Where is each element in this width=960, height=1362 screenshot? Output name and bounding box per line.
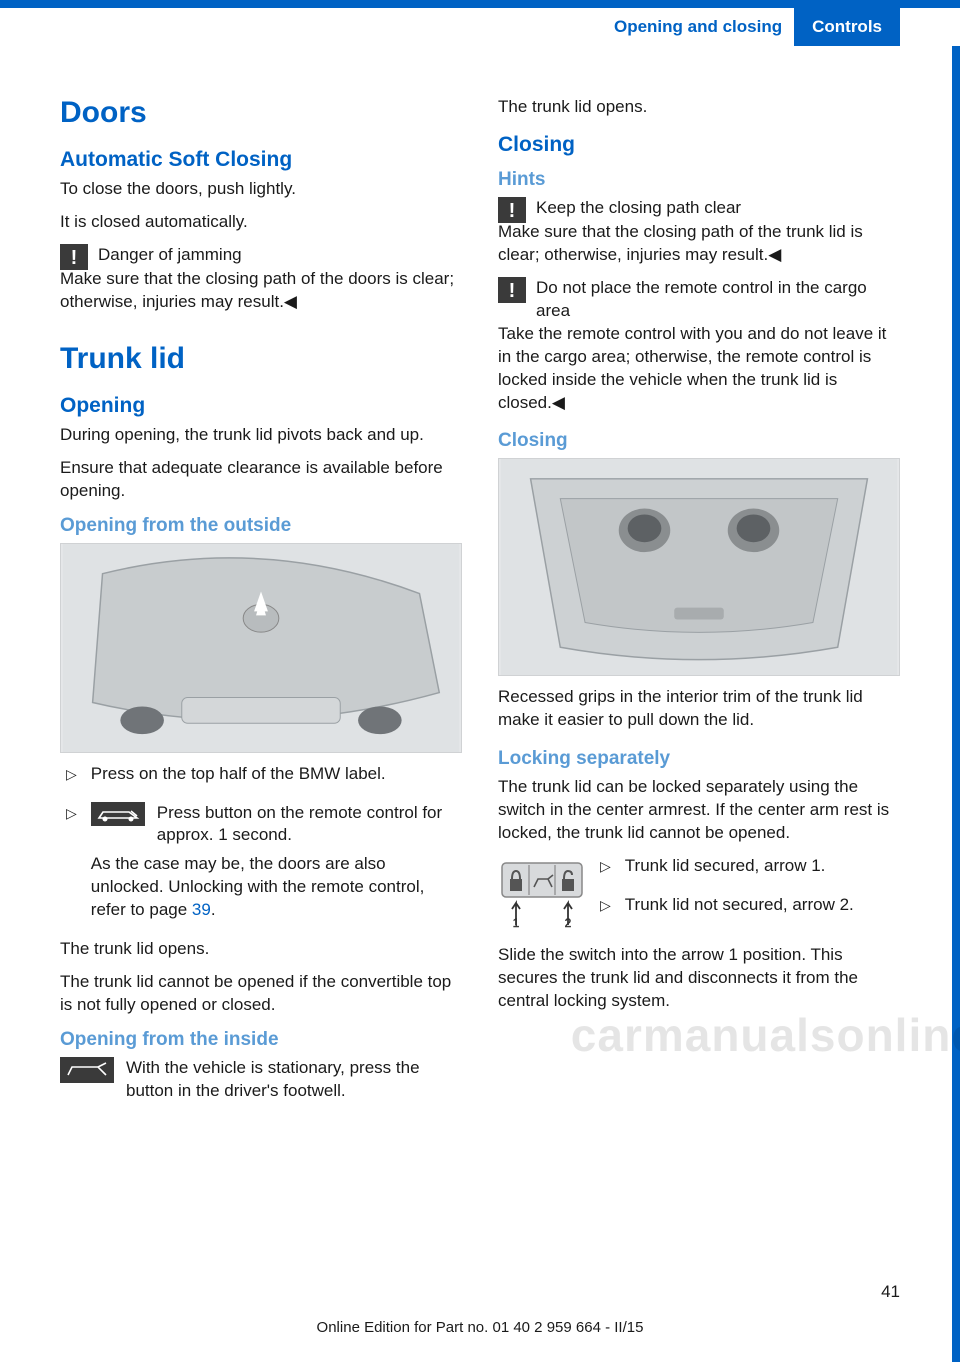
text-closed-auto: It is closed automatically. — [60, 211, 462, 234]
heading-lock-separately: Locking separately — [498, 748, 900, 770]
bullet-press-label: ▷ Press on the top half of the BMW label… — [60, 763, 462, 792]
svg-text:!: ! — [509, 200, 516, 222]
warning-remote-cargo-body: Take the remote control with you and do … — [498, 323, 900, 415]
warning-jamming: ! Danger of jamming — [60, 244, 462, 270]
bullet-remote-sub-text: As the case may be, the doors are also u… — [91, 854, 425, 919]
footer-line: Online Edition for Part no. 01 40 2 959 … — [0, 1319, 960, 1336]
bullet-lock-2: ▷ Trunk lid not secured, arrow 2. — [600, 894, 900, 923]
svg-text:2: 2 — [565, 916, 572, 929]
heading-hints: Hints — [498, 169, 900, 191]
warning-icon: ! — [498, 277, 526, 303]
bullet-marker-icon: ▷ — [600, 855, 611, 877]
top-accent-bar — [0, 0, 960, 8]
svg-text:1: 1 — [513, 916, 520, 929]
bullet-lock-1-text: Trunk lid secured, arrow 1. — [625, 855, 900, 878]
warning-icon: ! — [60, 244, 88, 270]
bullet-marker-icon: ▷ — [66, 802, 77, 824]
bullet-remote-sub: As the case may be, the doors are also u… — [91, 853, 462, 922]
warning-remote-cargo-title: Do not place the remote control in the c… — [536, 277, 900, 323]
text-lock-sep: The trunk lid can be locked separately u… — [498, 776, 900, 845]
open-inside-row: With the vehicle is stationary, press th… — [60, 1057, 462, 1113]
main-content: Doors Automatic Soft Closing To close th… — [0, 46, 960, 1123]
breadcrumb: Opening and closing — [602, 17, 794, 37]
lock-switch-icon: 1 2 — [498, 855, 586, 934]
lock-switch-row: 1 2 ▷ Trunk lid secured, arrow 1. ▷ Trun… — [498, 855, 900, 934]
warning-remote-cargo: ! Do not place the remote control in the… — [498, 277, 900, 325]
warning-icon: ! — [498, 197, 526, 223]
text-pivots: During opening, the trunk lid pivots bac… — [60, 424, 462, 447]
svg-text:!: ! — [71, 247, 78, 269]
text-slide-switch: Slide the switch into the arrow 1 positi… — [498, 944, 900, 1013]
heading-opening: Opening — [60, 394, 462, 418]
page-number: 41 — [881, 1282, 900, 1302]
left-column: Doors Automatic Soft Closing To close th… — [60, 96, 462, 1123]
warning-jamming-title: Danger of jamming — [98, 244, 242, 267]
bullet-marker-icon: ▷ — [600, 894, 611, 916]
heading-closing-2: Closing — [498, 430, 900, 452]
text-clearance: Ensure that adequate clearance is availa… — [60, 457, 462, 503]
page-header: Opening and closing Controls — [0, 8, 960, 46]
warning-jamming-body: Make sure that the closing path of the d… — [60, 268, 462, 314]
bullet-marker-icon: ▷ — [66, 763, 77, 785]
heading-open-inside: Opening from the inside — [60, 1029, 462, 1051]
bullet-lock-1: ▷ Trunk lid secured, arrow 1. — [600, 855, 900, 884]
heading-trunk-lid: Trunk lid — [60, 342, 462, 376]
footwell-button-icon — [60, 1057, 114, 1083]
bullet-remote-text: Press button on the remote control for a… — [157, 802, 462, 848]
heading-closing: Closing — [498, 133, 900, 157]
bullet-remote: ▷ Press button on the remote control for… — [60, 802, 462, 929]
text-lid-opens-left: The trunk lid opens. — [60, 938, 462, 961]
image-trunk-interior — [498, 458, 900, 676]
heading-auto-soft-closing: Automatic Soft Closing — [60, 148, 462, 172]
bullet-remote-sub-end: . — [211, 900, 216, 919]
bullet-press-label-text: Press on the top half of the BMW label. — [91, 763, 462, 786]
warning-closing-path-title: Keep the closing path clear — [536, 197, 741, 220]
text-open-inside: With the vehicle is stationary, press th… — [126, 1057, 462, 1103]
bullet-lock-2-text: Trunk lid not secured, arrow 2. — [625, 894, 900, 917]
right-column: The trunk lid opens. Closing Hints ! Kee… — [498, 96, 900, 1123]
text-lid-opens-right: The trunk lid opens. — [498, 96, 900, 119]
text-grips: Recessed grips in the interior trim of t… — [498, 686, 900, 732]
section-tab: Controls — [794, 8, 900, 46]
text-push-lightly: To close the doors, push lightly. — [60, 178, 462, 201]
image-trunk-exterior — [60, 543, 462, 753]
heading-doors: Doors — [60, 96, 462, 130]
page-link-39[interactable]: 39 — [192, 900, 211, 919]
right-accent-bar — [952, 46, 960, 1362]
heading-open-outside: Opening from the outside — [60, 515, 462, 537]
warning-closing-path-body: Make sure that the closing path of the t… — [498, 221, 900, 267]
text-lid-cannot: The trunk lid cannot be opened if the co… — [60, 971, 462, 1017]
remote-car-icon — [91, 802, 145, 826]
warning-closing-path: ! Keep the closing path clear — [498, 197, 900, 223]
svg-text:!: ! — [509, 280, 516, 302]
